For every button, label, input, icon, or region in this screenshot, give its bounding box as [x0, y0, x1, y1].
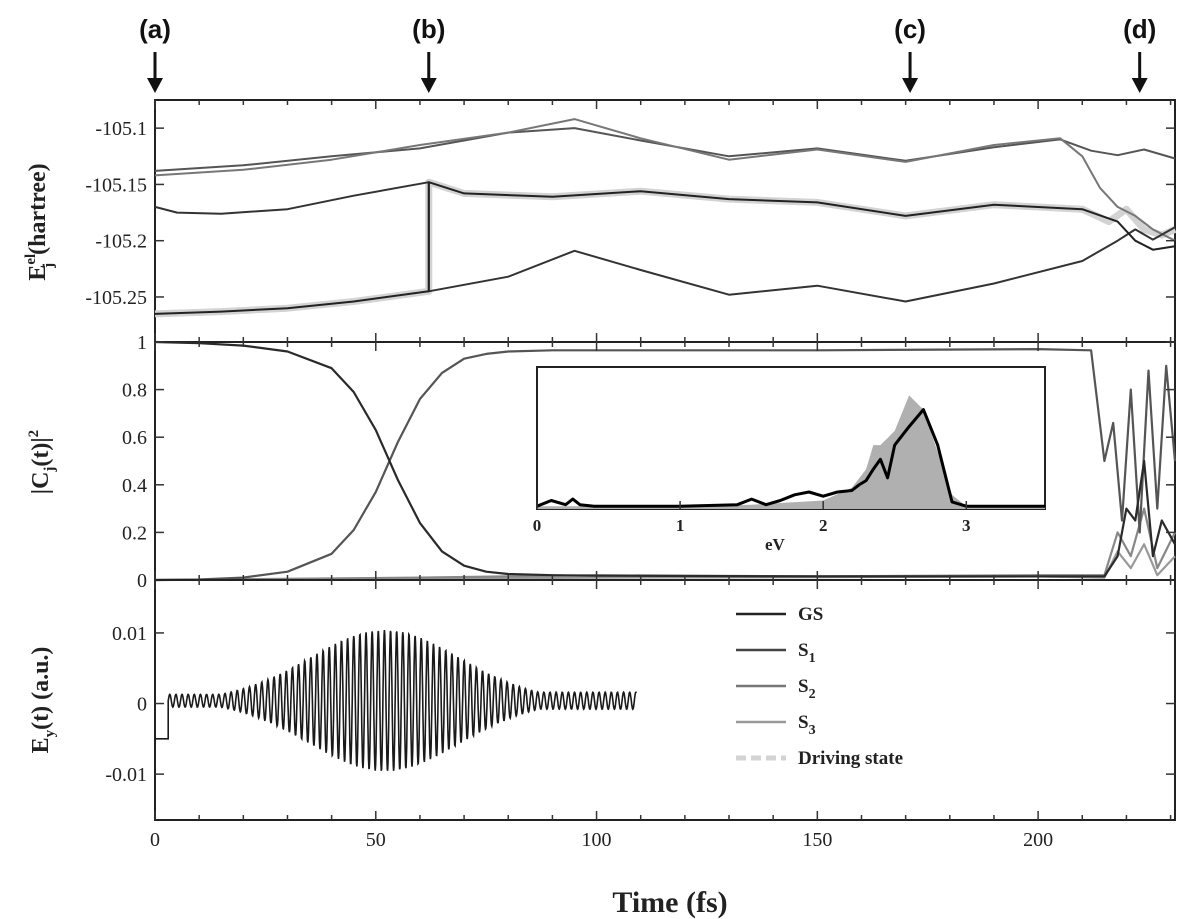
- marker-label: (a): [139, 14, 171, 44]
- y-tick-label: 0: [137, 570, 147, 592]
- x-tick-label: 0: [150, 829, 160, 851]
- energy-panel: -105.1 -105.15 -105.2 -105.25 Eelj(hartree): [23, 99, 1177, 343]
- legend-label: Driving state: [798, 748, 903, 769]
- x-tick-label: 100: [582, 829, 612, 851]
- marker-arrow-head: [1131, 78, 1148, 93]
- legend-label: GS: [798, 604, 823, 625]
- y-tick-label: -0.01: [105, 764, 147, 786]
- marker-arrow-head: [902, 78, 919, 93]
- legend-label: S3: [798, 712, 816, 738]
- y-tick-label: -105.2: [95, 231, 147, 253]
- inset-tick-label: 1: [676, 516, 685, 535]
- y-tick-label: -105.15: [85, 174, 147, 196]
- inset-frame: [536, 366, 1046, 510]
- series-line: [154, 348, 1177, 582]
- y-tick-label: 0.01: [112, 623, 147, 645]
- energy-y-ticks: -105.1 -105.15 -105.2 -105.25: [85, 118, 1175, 309]
- y-tick-label: 0.4: [122, 475, 147, 497]
- legend-label: S2: [798, 676, 816, 702]
- inset-x-label: eV: [765, 535, 786, 554]
- population-panel: 0 0.2 0.4 0.6 0.8 1 |Cj(t)|2 0 1 2 3 eV: [26, 332, 1177, 592]
- time-x-ticks: 0 50 100 150 200: [150, 100, 1172, 851]
- spectrum-inset: 0 1 2 3 eV: [533, 366, 1046, 554]
- y-tick-label: 0.8: [122, 380, 147, 402]
- time-x-label: Time (fs): [612, 886, 727, 919]
- field-y-ticks: 0.01 0 -0.01: [105, 623, 1175, 786]
- x-tick-label: 50: [366, 829, 386, 851]
- marker-label: (c): [894, 14, 926, 44]
- inset-shaded-spectrum: [537, 395, 1045, 509]
- series-line: [154, 118, 1176, 242]
- population-y-label: |Cj(t)|2: [26, 430, 58, 494]
- inset-tick-label: 0: [533, 516, 542, 535]
- y-tick-label: 1: [137, 332, 147, 354]
- marker-arrow-head: [420, 78, 437, 93]
- y-tick-label: 0: [137, 694, 147, 716]
- population-series: [154, 340, 1177, 582]
- field-series: [155, 630, 637, 771]
- marker-arrow-head: [147, 78, 163, 93]
- inset-series: [536, 395, 1045, 509]
- marker-label: (d): [1123, 14, 1156, 44]
- field-line: [155, 630, 637, 771]
- y-tick-label: -105.1: [95, 118, 147, 140]
- inset-tick-label: 2: [819, 516, 828, 535]
- series-line: [154, 181, 1176, 315]
- series-line: [154, 340, 1176, 578]
- population-y-ticks: 0 0.2 0.4 0.6 0.8 1: [122, 332, 1175, 592]
- series-line: [536, 408, 1045, 508]
- y-tick-label: 0.6: [122, 427, 147, 449]
- series-line: [154, 181, 1176, 303]
- legend: GS S1 S2 S3 Driving state: [736, 604, 903, 769]
- x-tick-label: 150: [802, 829, 832, 851]
- y-tick-label: 0.2: [122, 522, 147, 544]
- time-markers: (a) (b) (c) (d): [139, 14, 1156, 93]
- marker-label: (b): [412, 14, 445, 44]
- legend-label: S1: [798, 640, 816, 666]
- energy-y-label: Eelj(hartree): [23, 163, 57, 280]
- inset-x-ticks: 0 1 2 3: [533, 501, 971, 535]
- field-panel-frame: [154, 579, 1176, 821]
- field-panel: 0.010-0.01 Ey(t) (a.u.) GSS1S2S3Driving …: [28, 579, 1176, 821]
- y-tick-label: -105.25: [85, 287, 147, 309]
- x-tick-label: 200: [1023, 829, 1053, 851]
- energy-series: [154, 118, 1177, 318]
- series-line: [154, 543, 1176, 582]
- inset-tick-label: 3: [962, 516, 971, 535]
